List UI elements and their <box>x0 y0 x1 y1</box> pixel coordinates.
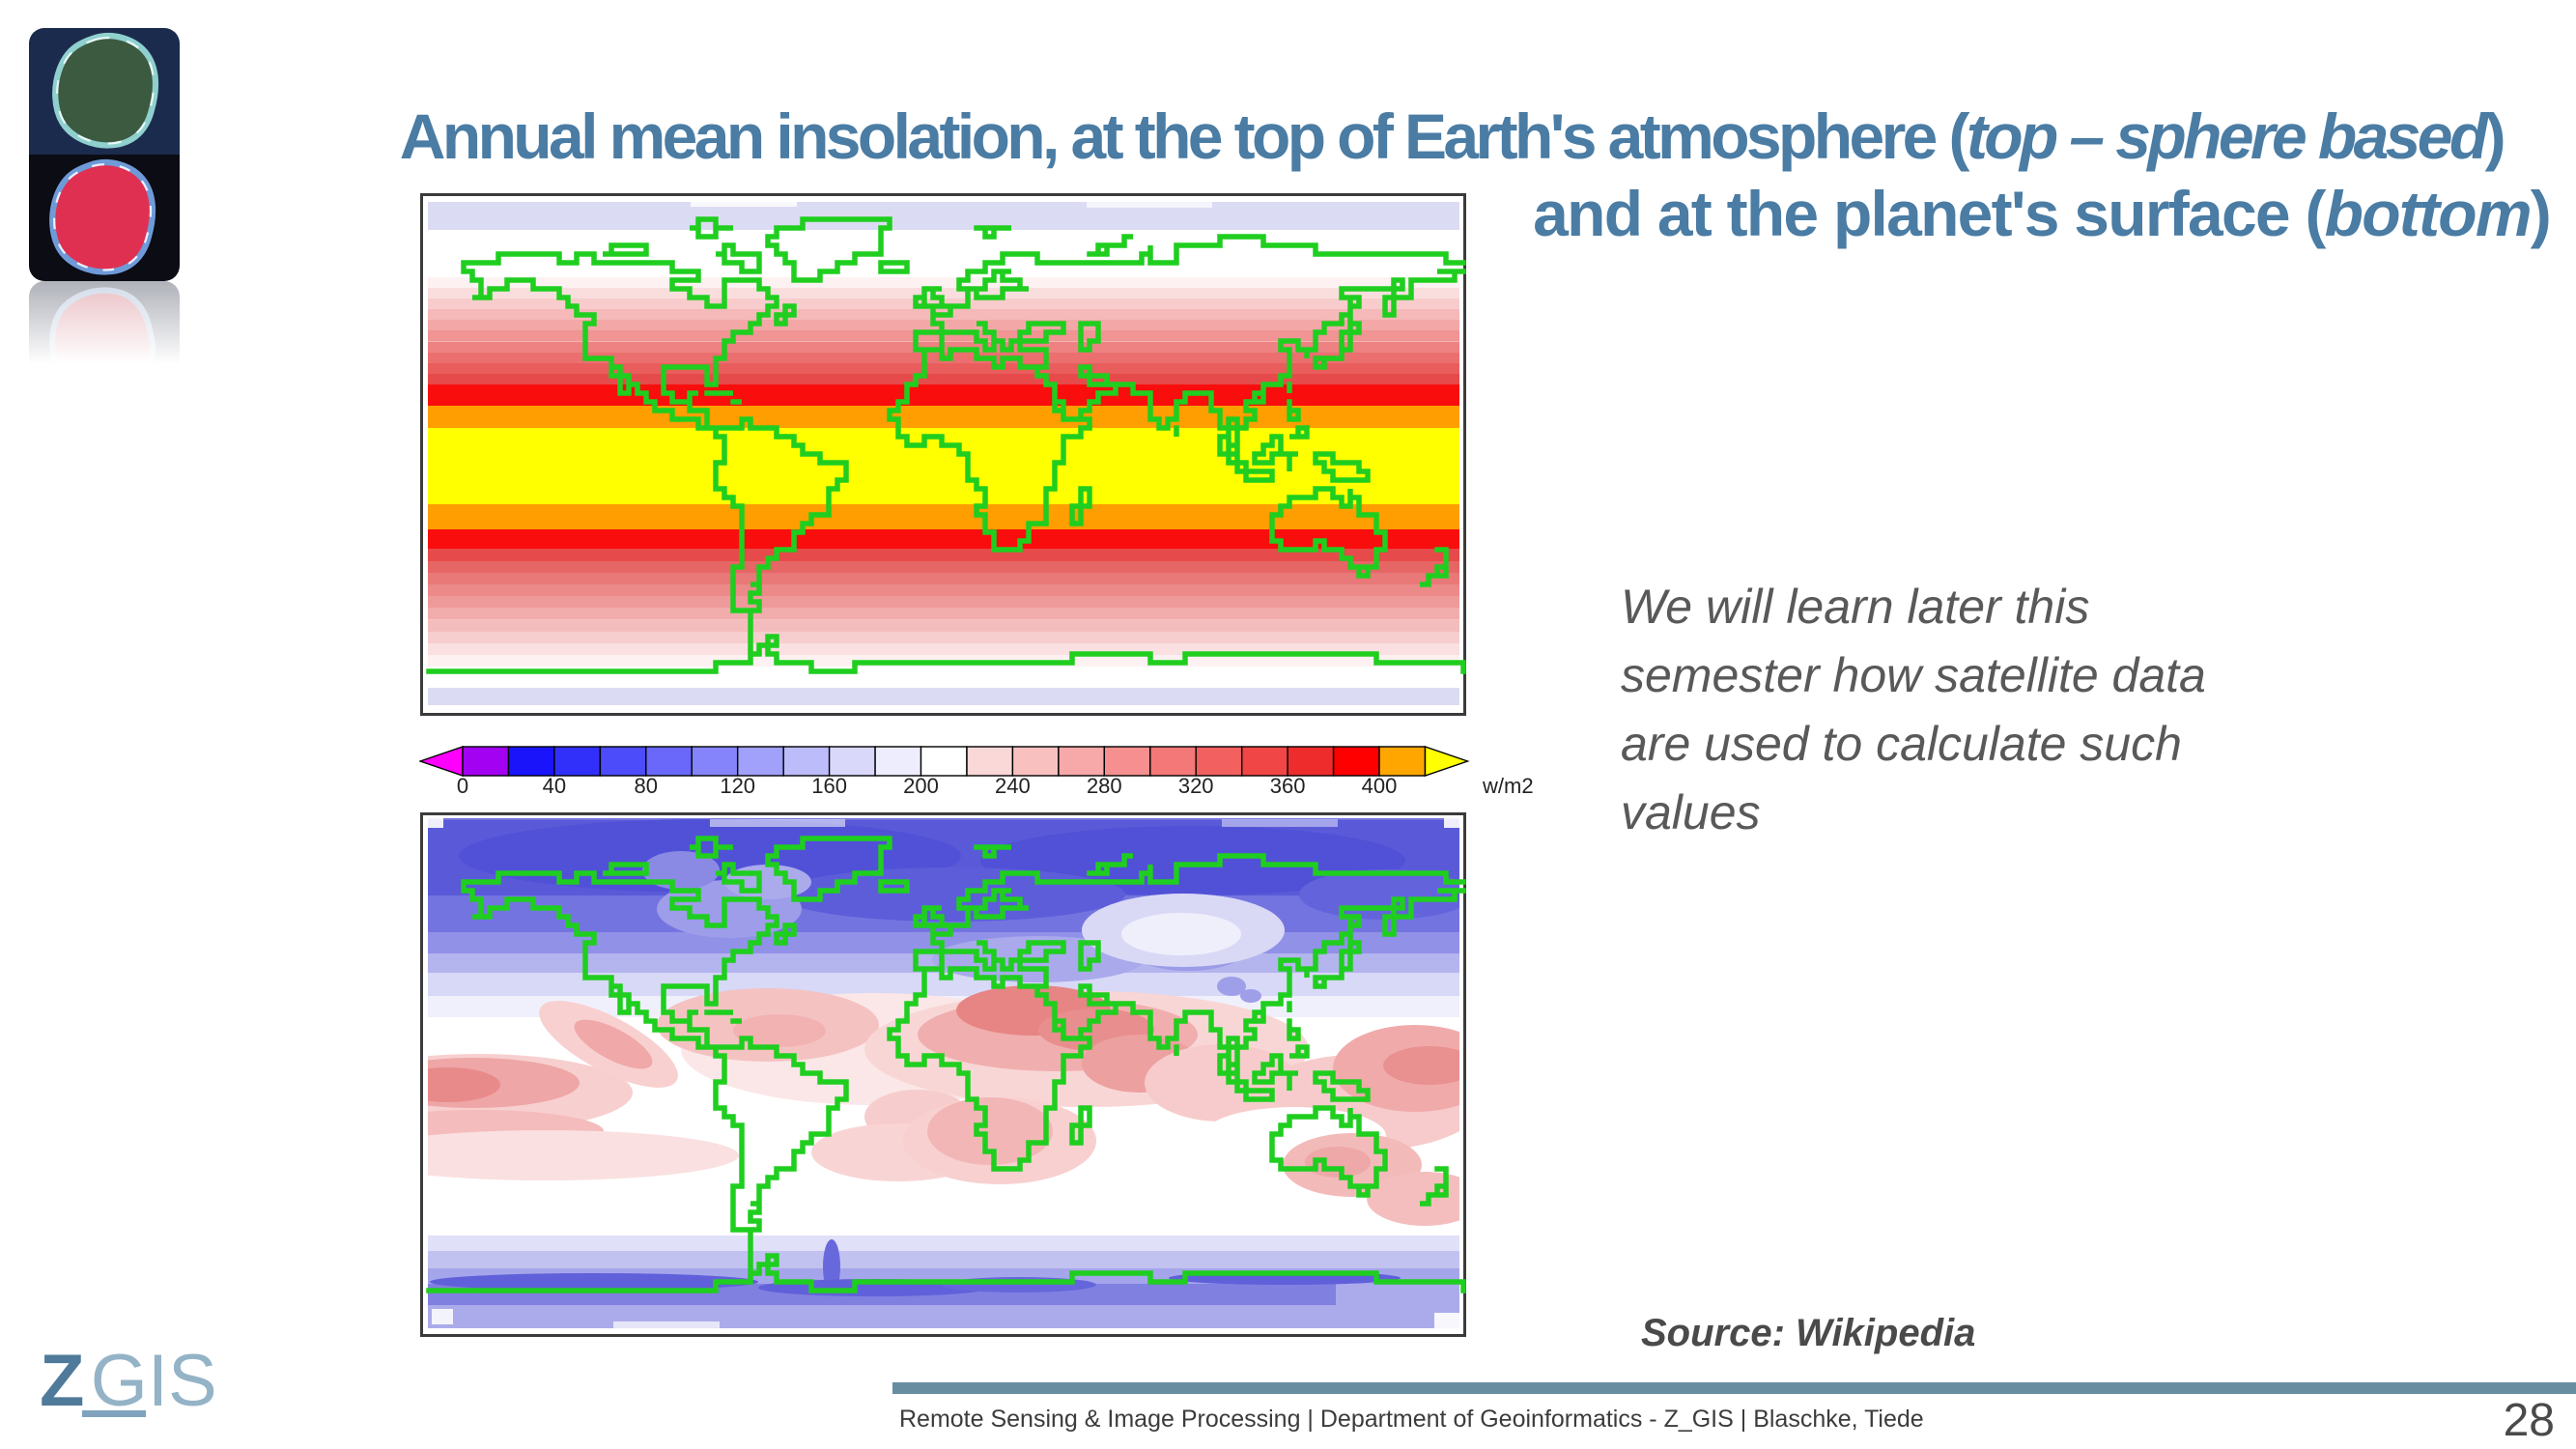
svg-text:360: 360 <box>1270 774 1306 798</box>
svg-text:240: 240 <box>995 774 1031 798</box>
svg-text:120: 120 <box>720 774 755 798</box>
svg-text:80: 80 <box>635 774 658 798</box>
svg-text:320: 320 <box>1178 774 1214 798</box>
svg-text:400: 400 <box>1362 774 1398 798</box>
svg-text:200: 200 <box>903 774 939 798</box>
svg-text:40: 40 <box>543 774 566 798</box>
svg-text:280: 280 <box>1087 774 1122 798</box>
svg-text:w/m2: w/m2 <box>1482 774 1534 798</box>
svg-text:0: 0 <box>457 774 468 798</box>
svg-text:160: 160 <box>811 774 847 798</box>
